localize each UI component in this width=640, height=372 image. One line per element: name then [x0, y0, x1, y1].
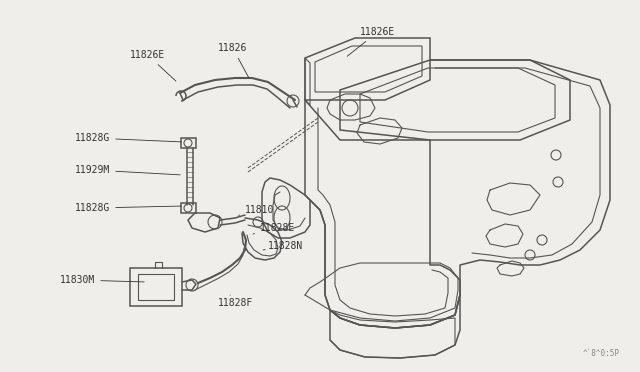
- Text: 11830M: 11830M: [60, 275, 144, 285]
- Text: 11828N: 11828N: [263, 241, 303, 251]
- Bar: [130, 268, 182, 306]
- Text: 11826: 11826: [218, 43, 249, 77]
- Text: 11810: 11810: [239, 205, 275, 215]
- Bar: [181, 203, 196, 213]
- Text: ^`8^0:5P: ^`8^0:5P: [583, 349, 620, 358]
- Text: 11828G: 11828G: [75, 203, 181, 213]
- Bar: [138, 274, 174, 300]
- Text: 11826E: 11826E: [347, 27, 396, 56]
- Text: 11826E: 11826E: [130, 50, 176, 81]
- Bar: [181, 138, 196, 148]
- Text: 11828G: 11828G: [75, 133, 181, 143]
- Text: 11828F: 11828F: [218, 295, 253, 308]
- Text: 11828E: 11828E: [253, 223, 295, 234]
- Text: 11929M: 11929M: [75, 165, 180, 175]
